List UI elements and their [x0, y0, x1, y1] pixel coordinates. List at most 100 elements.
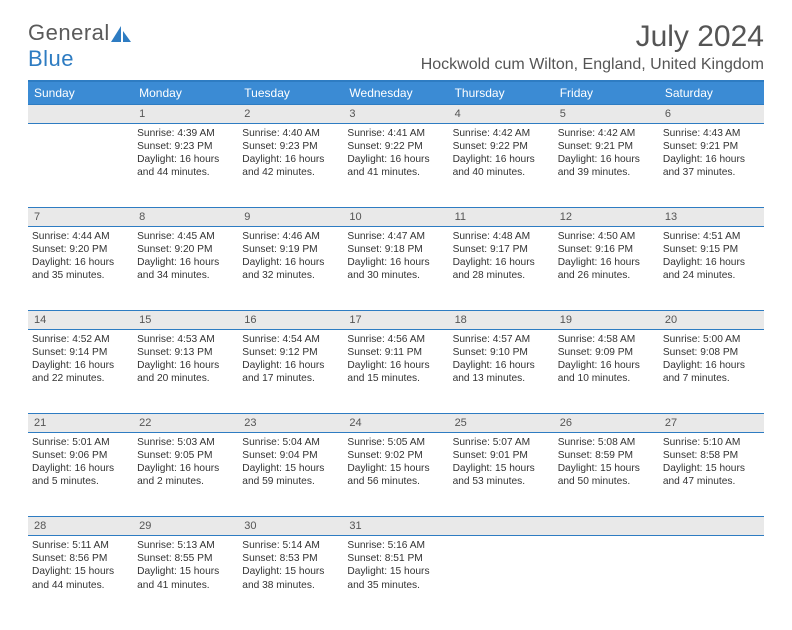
- day-info-line: and 53 minutes.: [453, 475, 550, 488]
- day-cell-text: Sunrise: 5:03 AMSunset: 9:05 PMDaylight:…: [137, 436, 234, 488]
- day-info-line: Daylight: 16 hours: [137, 462, 234, 475]
- day-cell-text: Sunrise: 4:48 AMSunset: 9:17 PMDaylight:…: [453, 230, 550, 282]
- day-info-line: Sunset: 8:56 PM: [32, 552, 129, 565]
- day-info-line: Sunset: 9:16 PM: [558, 243, 655, 256]
- day-cell: Sunrise: 5:10 AMSunset: 8:58 PMDaylight:…: [659, 433, 764, 517]
- day-info-line: Daylight: 16 hours: [663, 256, 760, 269]
- day-info-line: Sunrise: 5:04 AM: [242, 436, 339, 449]
- day-info-line: Sunset: 9:20 PM: [137, 243, 234, 256]
- day-number-cell: 18: [449, 311, 554, 330]
- day-info-line: Sunrise: 4:54 AM: [242, 333, 339, 346]
- day-info-line: Daylight: 16 hours: [347, 359, 444, 372]
- day-info-line: and 44 minutes.: [137, 166, 234, 179]
- day-info-line: Sunrise: 4:57 AM: [453, 333, 550, 346]
- day-info-line: Sunrise: 4:56 AM: [347, 333, 444, 346]
- day-number-cell: 12: [554, 208, 659, 227]
- day-info-line: Sunset: 8:59 PM: [558, 449, 655, 462]
- day-cell: Sunrise: 5:04 AMSunset: 9:04 PMDaylight:…: [238, 433, 343, 517]
- header: General Blue July 2024 Hockwold cum Wilt…: [28, 20, 764, 74]
- day-info-line: Daylight: 16 hours: [453, 359, 550, 372]
- day-cell-text: Sunrise: 4:58 AMSunset: 9:09 PMDaylight:…: [558, 333, 655, 385]
- day-info-line: and 32 minutes.: [242, 269, 339, 282]
- day-info-line: and 41 minutes.: [347, 166, 444, 179]
- title-block: July 2024 Hockwold cum Wilton, England, …: [421, 20, 764, 74]
- day-info-line: Sunrise: 4:42 AM: [558, 127, 655, 140]
- weekday-header: Monday: [133, 82, 238, 105]
- day-number-cell: 6: [659, 105, 764, 124]
- day-info-line: Daylight: 15 hours: [453, 462, 550, 475]
- logo-text-1: General: [28, 20, 110, 45]
- day-cell: Sunrise: 4:43 AMSunset: 9:21 PMDaylight:…: [659, 124, 764, 208]
- day-info-line: and 15 minutes.: [347, 372, 444, 385]
- day-info-line: and 10 minutes.: [558, 372, 655, 385]
- day-cell: Sunrise: 5:16 AMSunset: 8:51 PMDaylight:…: [343, 536, 448, 620]
- day-cell: Sunrise: 4:42 AMSunset: 9:21 PMDaylight:…: [554, 124, 659, 208]
- day-info-line: Sunset: 9:23 PM: [137, 140, 234, 153]
- day-cell: Sunrise: 5:08 AMSunset: 8:59 PMDaylight:…: [554, 433, 659, 517]
- day-info-line: Sunset: 9:22 PM: [347, 140, 444, 153]
- day-number-cell: 31: [343, 517, 448, 536]
- day-number-cell: 25: [449, 414, 554, 433]
- day-info-line: Daylight: 15 hours: [137, 565, 234, 578]
- day-info-line: and 38 minutes.: [242, 579, 339, 592]
- day-number-cell: 19: [554, 311, 659, 330]
- calendar-table: SundayMondayTuesdayWednesdayThursdayFrid…: [28, 82, 764, 620]
- day-info-line: Sunset: 9:04 PM: [242, 449, 339, 462]
- day-info-line: Sunset: 8:55 PM: [137, 552, 234, 565]
- day-number-cell: 13: [659, 208, 764, 227]
- day-info-line: Sunrise: 4:47 AM: [347, 230, 444, 243]
- day-info-line: Sunrise: 5:05 AM: [347, 436, 444, 449]
- day-number-cell: 30: [238, 517, 343, 536]
- day-info-line: Sunset: 9:11 PM: [347, 346, 444, 359]
- weekday-header: Thursday: [449, 82, 554, 105]
- day-cell-text: Sunrise: 4:40 AMSunset: 9:23 PMDaylight:…: [242, 127, 339, 179]
- day-info-line: Daylight: 15 hours: [242, 565, 339, 578]
- day-cell: Sunrise: 5:07 AMSunset: 9:01 PMDaylight:…: [449, 433, 554, 517]
- calendar-page: General Blue July 2024 Hockwold cum Wilt…: [0, 0, 792, 630]
- day-info-line: Daylight: 16 hours: [453, 256, 550, 269]
- day-info-line: Sunrise: 4:43 AM: [663, 127, 760, 140]
- day-cell-text: Sunrise: 5:14 AMSunset: 8:53 PMDaylight:…: [242, 539, 339, 591]
- day-info-line: Sunrise: 5:07 AM: [453, 436, 550, 449]
- day-cell-text: Sunrise: 5:10 AMSunset: 8:58 PMDaylight:…: [663, 436, 760, 488]
- day-number-cell: 10: [343, 208, 448, 227]
- day-number-cell: 9: [238, 208, 343, 227]
- day-info-line: Sunset: 9:12 PM: [242, 346, 339, 359]
- day-number-cell: 2: [238, 105, 343, 124]
- day-info-line: Sunset: 8:51 PM: [347, 552, 444, 565]
- day-number-cell: 14: [28, 311, 133, 330]
- day-info-line: Sunset: 9:19 PM: [242, 243, 339, 256]
- day-cell-text: Sunrise: 5:08 AMSunset: 8:59 PMDaylight:…: [558, 436, 655, 488]
- day-cell: Sunrise: 4:54 AMSunset: 9:12 PMDaylight:…: [238, 330, 343, 414]
- day-info-line: Daylight: 16 hours: [558, 256, 655, 269]
- logo-text-2: Blue: [28, 46, 74, 71]
- day-info-line: and 35 minutes.: [347, 579, 444, 592]
- day-info-line: and 20 minutes.: [137, 372, 234, 385]
- day-info-line: and 26 minutes.: [558, 269, 655, 282]
- day-number-row: 28293031: [28, 517, 764, 536]
- day-info-line: and 17 minutes.: [242, 372, 339, 385]
- day-info-line: Sunrise: 4:46 AM: [242, 230, 339, 243]
- day-info-line: and 5 minutes.: [32, 475, 129, 488]
- day-info-line: Sunrise: 5:11 AM: [32, 539, 129, 552]
- day-number-cell: 11: [449, 208, 554, 227]
- day-cell: Sunrise: 4:58 AMSunset: 9:09 PMDaylight:…: [554, 330, 659, 414]
- day-info-line: Sunrise: 4:52 AM: [32, 333, 129, 346]
- day-cell: [554, 536, 659, 620]
- day-cell: Sunrise: 4:52 AMSunset: 9:14 PMDaylight:…: [28, 330, 133, 414]
- day-info-line: Daylight: 16 hours: [663, 153, 760, 166]
- day-info-line: Sunrise: 4:53 AM: [137, 333, 234, 346]
- day-cell-text: Sunrise: 4:51 AMSunset: 9:15 PMDaylight:…: [663, 230, 760, 282]
- day-info-line: Daylight: 16 hours: [453, 153, 550, 166]
- day-info-line: and 2 minutes.: [137, 475, 234, 488]
- day-number-cell: 16: [238, 311, 343, 330]
- day-number-cell: 17: [343, 311, 448, 330]
- day-cell: Sunrise: 5:01 AMSunset: 9:06 PMDaylight:…: [28, 433, 133, 517]
- day-cell: Sunrise: 5:00 AMSunset: 9:08 PMDaylight:…: [659, 330, 764, 414]
- day-info-line: Sunrise: 4:44 AM: [32, 230, 129, 243]
- day-info-line: Sunrise: 5:13 AM: [137, 539, 234, 552]
- day-info-line: and 40 minutes.: [453, 166, 550, 179]
- day-info-line: Daylight: 16 hours: [137, 153, 234, 166]
- day-number-cell: [28, 105, 133, 124]
- day-info-line: Sunrise: 4:40 AM: [242, 127, 339, 140]
